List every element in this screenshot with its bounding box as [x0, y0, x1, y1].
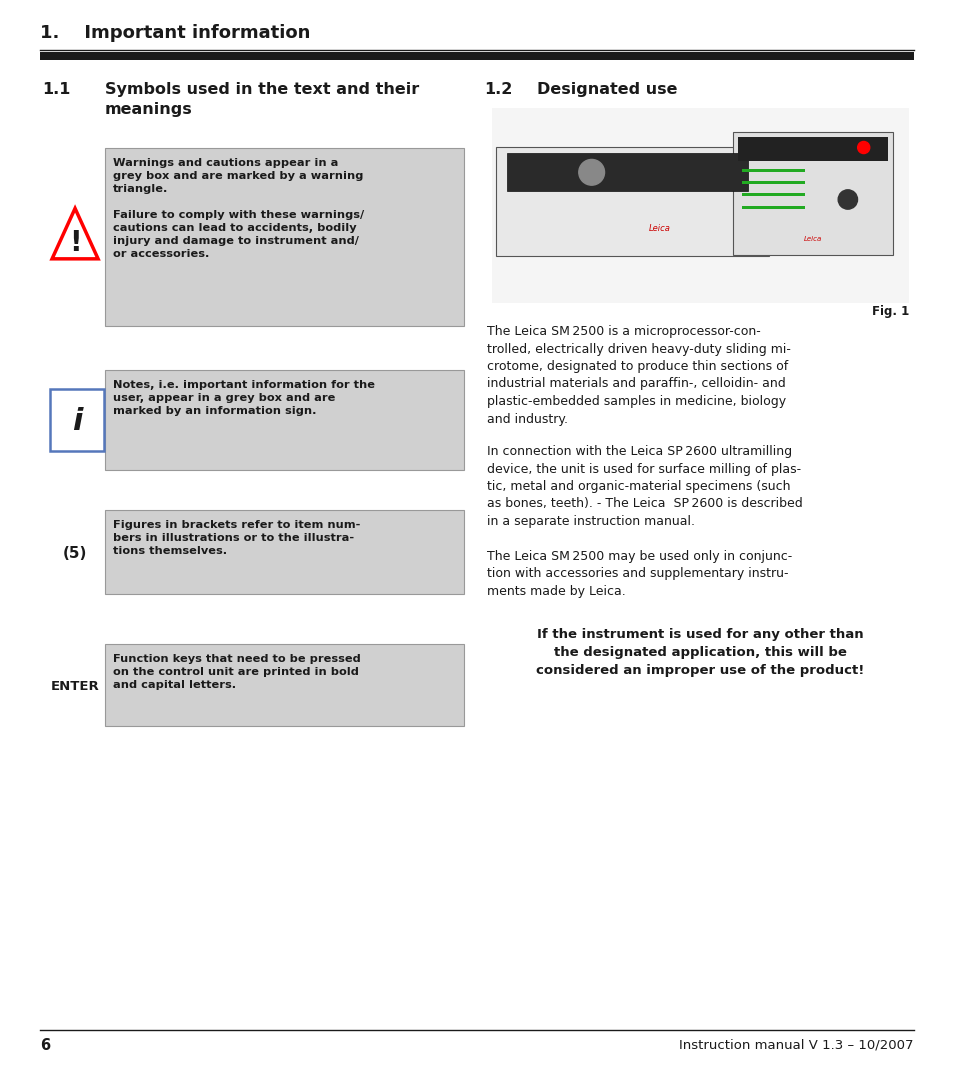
- Text: 1.2: 1.2: [483, 82, 512, 97]
- Text: Warnings and cautions appear in a
grey box and are marked by a warning
triangle.: Warnings and cautions appear in a grey b…: [113, 158, 363, 194]
- Text: Leica: Leica: [803, 237, 821, 242]
- Text: Symbols used in the text and their
meanings: Symbols used in the text and their meani…: [105, 82, 419, 117]
- FancyBboxPatch shape: [732, 132, 892, 255]
- Bar: [105, 370, 464, 470]
- Text: 1.1: 1.1: [42, 82, 71, 97]
- Text: !: !: [69, 229, 81, 257]
- Text: Notes, i.e. important information for the
user, appear in a grey box and are
mar: Notes, i.e. important information for th…: [113, 380, 375, 416]
- Text: Function keys that need to be pressed
on the control unit are printed in bold
an: Function keys that need to be pressed on…: [113, 654, 360, 690]
- Text: ENTER: ENTER: [51, 680, 99, 693]
- Bar: [105, 644, 464, 726]
- Text: Fig. 1: Fig. 1: [871, 305, 908, 318]
- Circle shape: [578, 160, 604, 185]
- Text: If the instrument is used for any other than
the designated application, this wi: If the instrument is used for any other …: [536, 627, 863, 677]
- Text: Figures in brackets refer to item num-
bers in illustrations or to the illustra-: Figures in brackets refer to item num- b…: [113, 519, 360, 556]
- Circle shape: [857, 141, 869, 153]
- Bar: [506, 153, 747, 190]
- Text: Leica: Leica: [648, 224, 670, 233]
- Text: 6: 6: [40, 1038, 51, 1053]
- Text: 1.    Important information: 1. Important information: [40, 24, 310, 42]
- Bar: [105, 148, 464, 326]
- Circle shape: [838, 190, 857, 210]
- Polygon shape: [52, 208, 98, 259]
- Text: In connection with the Leica SP 2600 ultramilling
device, the unit is used for s: In connection with the Leica SP 2600 ult…: [486, 445, 801, 528]
- Text: The Leica SM 2500 may be used only in conjunc-
tion with accessories and supplem: The Leica SM 2500 may be used only in co…: [486, 550, 791, 598]
- Text: Designated use: Designated use: [537, 82, 677, 97]
- Bar: [40, 52, 913, 60]
- Text: Instruction manual V 1.3 – 10/2007: Instruction manual V 1.3 – 10/2007: [679, 1038, 913, 1051]
- Bar: [740, 193, 804, 197]
- Text: i: i: [71, 407, 82, 436]
- Bar: [737, 137, 887, 161]
- Bar: [740, 205, 804, 208]
- Text: (5): (5): [63, 546, 87, 562]
- Bar: [491, 108, 908, 303]
- Bar: [740, 170, 804, 173]
- Bar: [50, 389, 104, 451]
- Text: Failure to comply with these warnings/
cautions can lead to accidents, bodily
in: Failure to comply with these warnings/ c…: [113, 210, 364, 259]
- FancyBboxPatch shape: [496, 147, 768, 256]
- Bar: [105, 510, 464, 594]
- Bar: [740, 181, 804, 185]
- Text: The Leica SM 2500 is a microprocessor-con-
trolled, electrically driven heavy-du: The Leica SM 2500 is a microprocessor-co…: [486, 325, 790, 426]
